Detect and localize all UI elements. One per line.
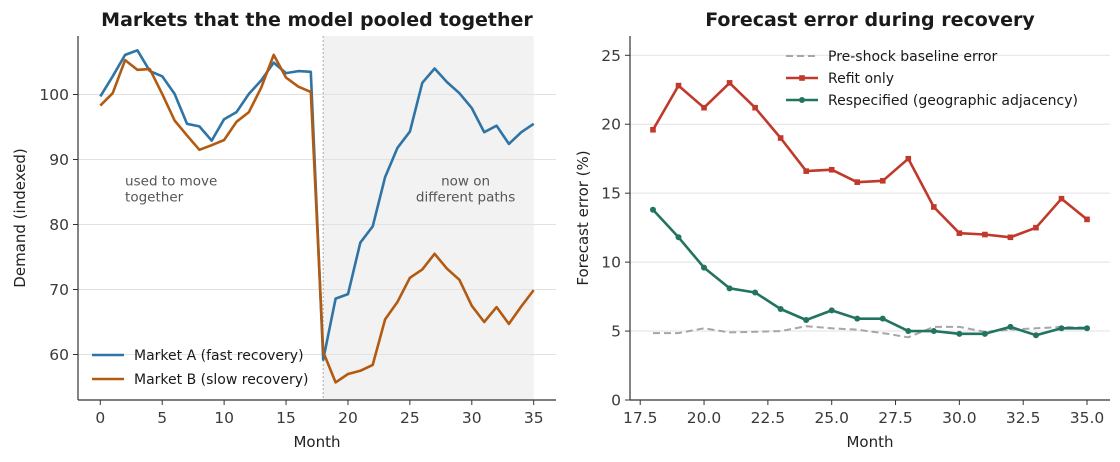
data-point [1032,332,1039,339]
data-point [879,315,886,322]
data-point [981,330,988,337]
data-point [1084,325,1091,332]
y-tick-label: 5 [611,323,621,341]
x-tick-label: 25 [400,409,420,427]
legend-label: Market A (fast recovery) [134,348,304,364]
data-point [752,289,759,296]
data-point [931,204,937,210]
x-tick-label: 20 [338,409,358,427]
x-tick-label: 15 [276,409,296,427]
data-point [777,135,784,141]
y-tick-label: 10 [601,254,621,272]
x-tick-label: 22.5 [751,409,786,427]
data-point [956,330,963,337]
annotation-text: now on [441,174,490,190]
data-point [854,315,861,322]
chart-title: Markets that the model pooled together [101,9,533,31]
series-line [99,53,535,384]
data-point [1007,323,1014,330]
data-point [675,82,682,89]
data-point [649,206,656,213]
data-point [828,166,835,173]
y-axis-label: Demand (indexed) [11,148,29,287]
legend-label: Respecified (geographic adjacency) [828,93,1078,109]
x-axis-label: Month [846,433,893,451]
x-tick-label: 10 [214,409,234,427]
data-point [726,80,733,86]
x-tick-label: 30 [462,409,482,427]
data-point [905,155,912,162]
data-point [905,328,912,335]
data-point [675,234,682,241]
data-point [726,285,733,292]
data-point [1084,216,1090,223]
data-point [956,230,963,236]
data-point [854,179,861,185]
data-point [752,104,758,111]
x-tick-label: 0 [95,409,105,427]
legend-label: Refit only [828,71,894,87]
legend-label: Pre-shock baseline error [828,49,998,65]
y-tick-label: 70 [49,281,69,299]
data-point [930,328,937,335]
data-point [982,231,988,238]
data-point [879,177,886,184]
series-line [651,81,1088,239]
data-point [701,264,708,271]
x-axis-label: Month [293,433,340,451]
legend: Market A (fast recovery) Market B (slow r… [92,348,308,388]
data-point [1058,325,1065,332]
data-point [650,126,656,133]
data-point [701,104,707,111]
annotation-text: together [125,190,184,206]
annotation-text: different paths [416,190,515,206]
x-tick-label: 17.5 [623,409,658,427]
data-point [803,317,810,324]
y-tick-label: 80 [49,216,69,234]
x-tick-label: 20.0 [687,409,722,427]
data-point [828,307,835,314]
data-point [1058,195,1065,202]
right-chart-panel: 0 5 10 15 20 25 17.5 20.0 22.5 25.0 27.5 30.0 32.5 35… [574,9,1110,451]
y-axis-label: Forecast error (%) [574,150,592,285]
legend-marker [799,75,805,81]
data-point [1033,224,1039,231]
y-tick-label: 100 [39,86,69,104]
data-point [1007,234,1014,241]
y-tick-label: 0 [611,392,621,410]
y-tick-label: 25 [601,47,621,65]
x-tick-label: 35 [524,409,544,427]
y-tick-label: 20 [601,116,621,134]
series-line [652,208,1087,337]
x-tick-label: 27.5 [878,409,913,427]
x-tick-label: 5 [157,409,167,427]
x-tick-label: 35.0 [1070,409,1105,427]
data-point [803,168,809,174]
legend: Pre-shock baseline error Refit only Respec… [786,49,1078,109]
y-tick-label: 15 [601,185,621,203]
data-point [777,306,784,312]
y-tick-label: 90 [49,151,69,169]
x-tick-label: 25.0 [814,409,849,427]
y-tick-label: 60 [49,346,69,364]
shaded-region [323,36,534,400]
legend-label: Market B (slow recovery) [134,372,308,388]
x-tick-label: 30.0 [942,409,977,427]
legend-marker [799,97,805,103]
x-tick-label: 32.5 [1006,409,1041,427]
left-chart-panel: 60 70 80 90 100 0 5 10 15 20 25 30 35 Month Demand (in… [11,9,556,451]
chart-title: Forecast error during recovery [705,9,1035,31]
annotation-text: used to move [125,174,217,190]
